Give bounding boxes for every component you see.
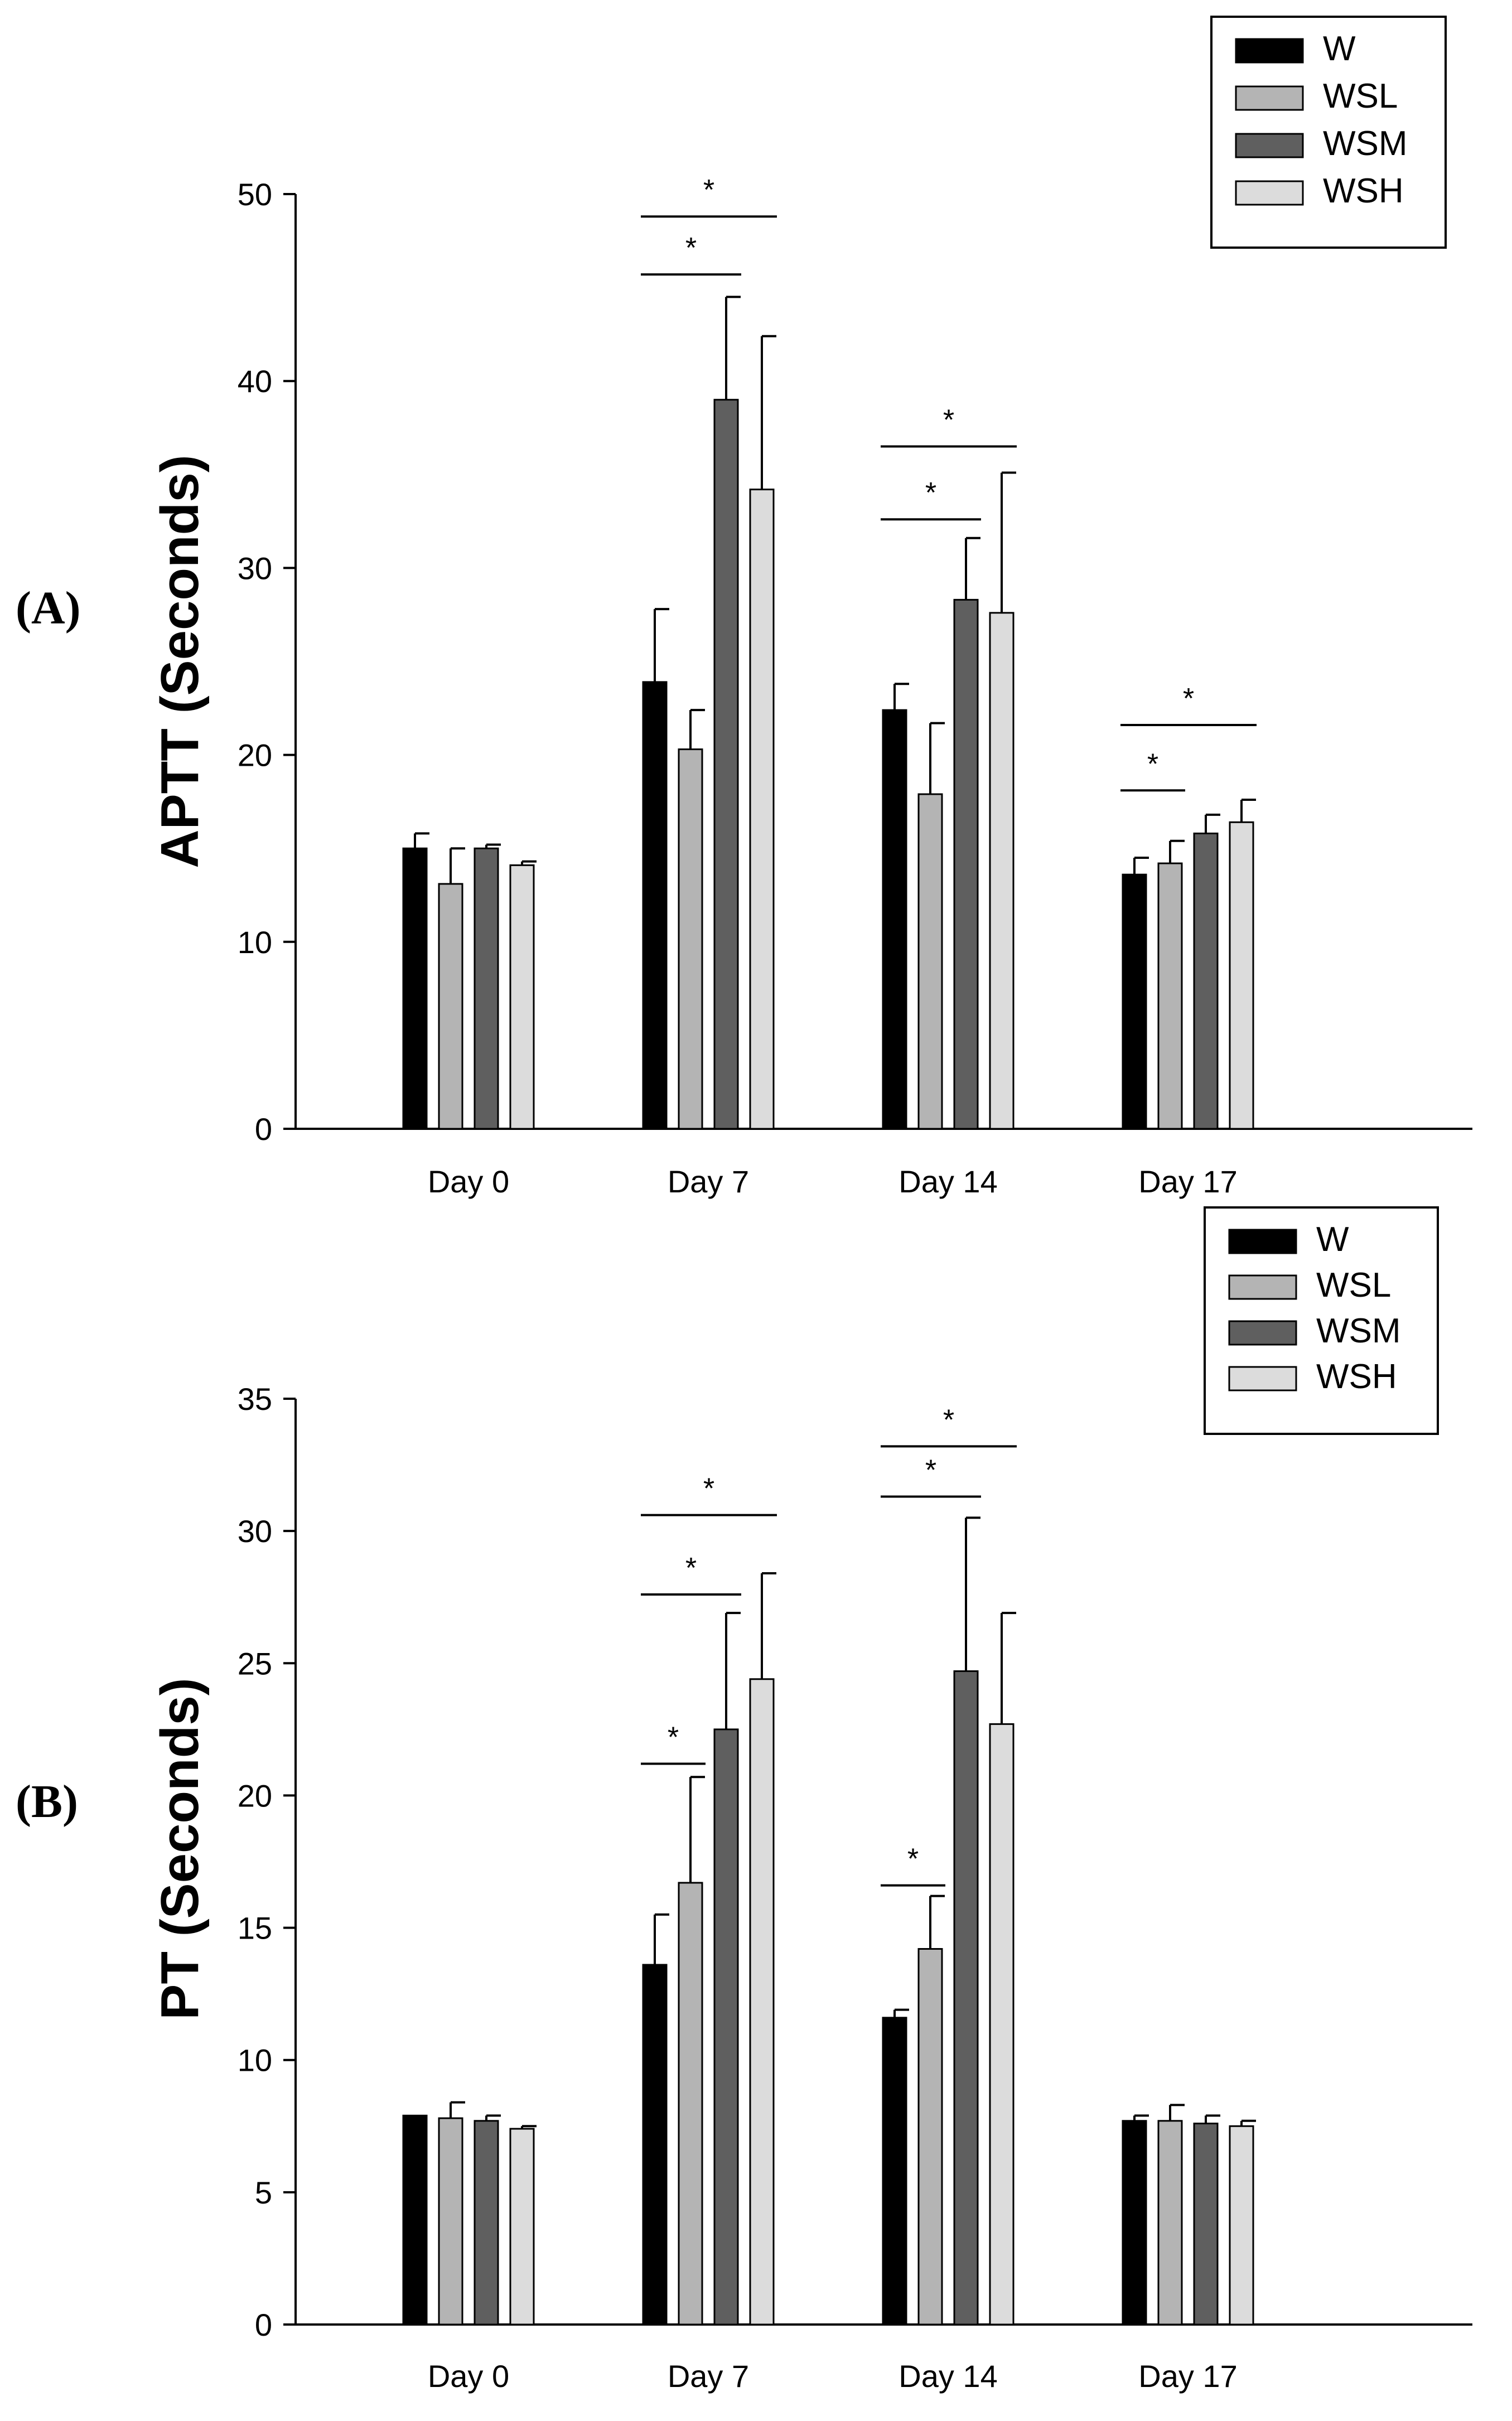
- bar-wsm-day14: [953, 1670, 979, 2326]
- y-tick-label: 0: [255, 1112, 272, 1147]
- y-tick-label: 5: [255, 2175, 272, 2210]
- bar-wsl-day0: [438, 2117, 463, 2326]
- bar-w-day14: [882, 2017, 907, 2326]
- x-tick-label: Day 7: [668, 1164, 749, 1199]
- x-tick-label: Day 0: [428, 1164, 509, 1199]
- legend-swatch-wsm: [1228, 1320, 1297, 1346]
- x-tick-label: Day 17: [1138, 2359, 1237, 2394]
- legend-label-wsh: WSH: [1323, 172, 1404, 210]
- bar-w-day7: [642, 1964, 668, 2326]
- legend-label-wsm: WSM: [1316, 1312, 1401, 1350]
- bar-wsm-day14: [953, 598, 979, 1130]
- y-axis-title: APTT (Seconds): [150, 455, 210, 868]
- significance-star: *: [685, 1552, 697, 1584]
- bar-wsl-day17: [1157, 862, 1183, 1130]
- y-tick-label: 50: [238, 177, 272, 212]
- bar-wsm-day17: [1193, 832, 1219, 1130]
- y-tick-label: 40: [238, 364, 272, 399]
- bar-wsl-day7: [678, 1882, 703, 2326]
- x-tick-label: Day 14: [898, 1164, 997, 1199]
- legend-swatch-wsh: [1235, 180, 1304, 206]
- legend-swatch-wsh: [1228, 1366, 1297, 1391]
- bar-wsh-day14: [989, 612, 1015, 1130]
- legend-swatch-wsl: [1235, 85, 1304, 111]
- bar-w-day7: [642, 681, 668, 1130]
- bar-wsm-day0: [474, 2120, 499, 2326]
- bar-w-day14: [882, 709, 907, 1130]
- significance-star: *: [943, 1404, 954, 1436]
- y-tick-label: 35: [238, 1381, 272, 1417]
- bar-wsl-day0: [438, 883, 463, 1130]
- significance-star: *: [925, 477, 936, 509]
- bar-wsm-day7: [713, 399, 739, 1130]
- bar-w-day0: [402, 847, 428, 1130]
- bar-wsh-day17: [1229, 2125, 1254, 2326]
- legend-swatch-w: [1228, 1229, 1297, 1254]
- legend-swatch-wsl: [1228, 1274, 1297, 1300]
- panel-b-pt: 0 5 10 15 20 25 30 35 Day 0 Day 7 Day 14 Day 17 PT (…: [16, 1206, 1472, 2394]
- bar-wsl-day14: [917, 793, 943, 1130]
- significance-star: *: [925, 1454, 936, 1486]
- panel-label: (A): [16, 582, 81, 634]
- x-tick-label: Day 14: [898, 2359, 997, 2394]
- legend-label-wsl: WSL: [1316, 1266, 1391, 1304]
- significance-star: *: [685, 232, 697, 264]
- y-tick-label: 15: [238, 1911, 272, 1946]
- bar-wsh-day7: [749, 1678, 775, 2326]
- legend-label-wsh: WSH: [1316, 1357, 1397, 1396]
- y-tick-label: 10: [238, 925, 272, 960]
- bar-wsl-day14: [917, 1948, 943, 2326]
- legend-swatch-wsm: [1235, 133, 1304, 158]
- legend-label-wsm: WSM: [1323, 124, 1408, 163]
- significance-star: *: [907, 1843, 919, 1876]
- significance-star: *: [1183, 683, 1194, 715]
- y-tick-label: 20: [238, 1778, 272, 1813]
- y-tick-label: 25: [238, 1646, 272, 1681]
- significance-star: *: [703, 1473, 714, 1505]
- bar-wsh-day0: [509, 864, 535, 1130]
- bar-w-day0: [402, 2114, 428, 2326]
- significance-star: *: [703, 174, 714, 206]
- y-tick-label: 0: [255, 2307, 272, 2342]
- bar-wsm-day7: [713, 1728, 739, 2326]
- legend-label-wsl: WSL: [1323, 77, 1398, 115]
- bar-wsh-day0: [509, 2128, 535, 2326]
- y-tick-label: 20: [238, 738, 272, 773]
- bar-wsl-day17: [1157, 2120, 1183, 2326]
- bar-wsl-day7: [678, 748, 703, 1130]
- x-tick-label: Day 17: [1138, 1164, 1237, 1199]
- bar-wsh-day7: [749, 489, 775, 1130]
- bar-w-day17: [1122, 2120, 1147, 2326]
- x-tick-label: Day 7: [668, 2359, 749, 2394]
- significance-star: *: [668, 1722, 679, 1754]
- x-tick-label: Day 0: [428, 2359, 509, 2394]
- legend-swatch-w: [1235, 38, 1304, 64]
- significance-star: *: [943, 404, 954, 437]
- bar-wsh-day17: [1229, 821, 1254, 1130]
- significance-star: *: [1147, 748, 1158, 780]
- bar-wsm-day0: [474, 847, 499, 1130]
- y-axis-title: PT (Seconds): [150, 1678, 210, 2019]
- bar-w-day17: [1122, 873, 1147, 1130]
- y-tick-label: 10: [238, 2043, 272, 2078]
- legend-label-w: W: [1316, 1220, 1349, 1259]
- y-tick-label: 30: [238, 550, 272, 586]
- panel-label: (B): [16, 1776, 78, 1828]
- legend-label-w: W: [1323, 30, 1356, 68]
- bar-wsm-day17: [1193, 2123, 1219, 2326]
- bar-wsh-day14: [989, 1723, 1015, 2326]
- y-tick-label: 30: [238, 1514, 272, 1549]
- panel-a-aptt: 0 10 20 30 40 50 Day 0 Day 7 Day 14 Day 17 APTT (S…: [16, 16, 1472, 1199]
